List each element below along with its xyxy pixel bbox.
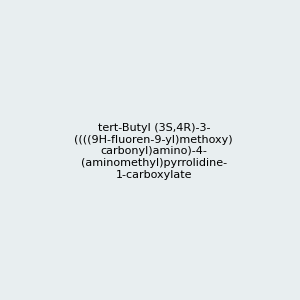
Text: tert-Butyl (3S,4R)-3-
((((9H-fluoren-9-yl)methoxy)
carbonyl)amino)-4-
(aminometh: tert-Butyl (3S,4R)-3- ((((9H-fluoren-9-y…	[74, 123, 233, 180]
